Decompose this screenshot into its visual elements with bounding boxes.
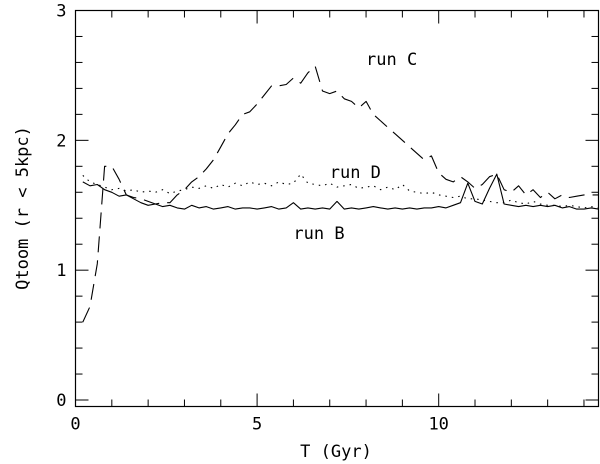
x-tick-label: 5 xyxy=(252,415,262,435)
annotation-label: run C xyxy=(366,50,417,70)
x-tick-label: 10 xyxy=(428,415,448,435)
y-tick-label: 1 xyxy=(56,261,66,281)
series-group xyxy=(82,65,599,323)
plot-frame xyxy=(74,9,600,408)
y-tick-label: 3 xyxy=(56,2,66,22)
axis-ticks xyxy=(75,10,599,407)
annotation-label: run D xyxy=(330,163,381,183)
y-tick-label: 2 xyxy=(56,131,66,151)
x-axis-label: T (Gyr) xyxy=(300,442,372,462)
x-tick-label: 0 xyxy=(70,415,80,435)
y-axis-label: Qtoom (r < 5kpc) xyxy=(13,126,33,290)
tick-labels: 0 5 10 0 1 2 3 xyxy=(56,2,449,435)
y-tick-label: 0 xyxy=(56,391,66,411)
annotation-label: run B xyxy=(293,224,344,244)
series-line-dashed xyxy=(82,65,599,323)
series-line-solid xyxy=(82,173,599,210)
annotations: run C run D run B xyxy=(293,50,417,244)
series-line-dotted xyxy=(82,173,599,209)
